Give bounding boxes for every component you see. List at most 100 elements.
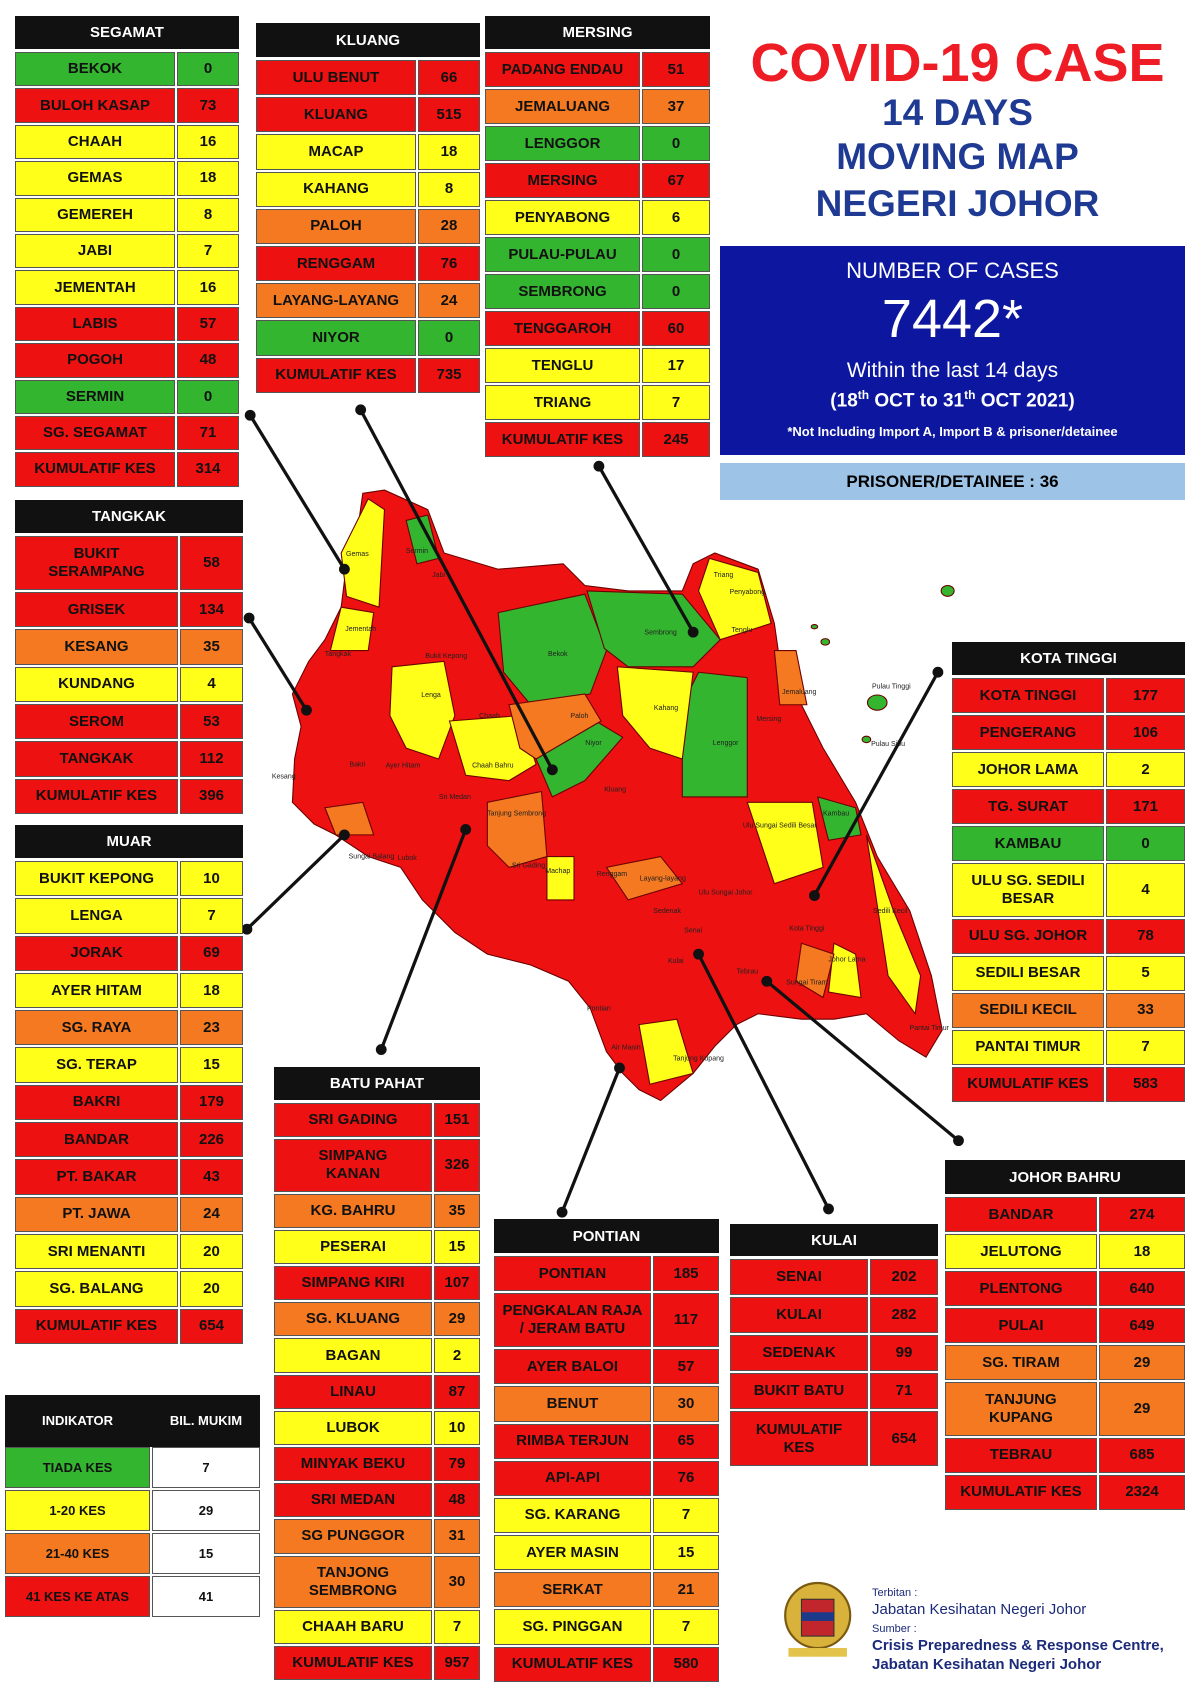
area-name: KUMULATIF KES [256, 357, 416, 393]
area-name: SRI MENANTI [15, 1233, 178, 1270]
area-name: TG. SURAT [952, 789, 1104, 824]
area-name: BANDAR [945, 1197, 1097, 1232]
legend-count: 29 [152, 1490, 260, 1531]
connector-dot [761, 975, 773, 987]
map-labels: Gemas Sermin Jabi Jementah Bukit Kepong Lenga… [272, 548, 950, 1062]
area-name: SG. RAYA [15, 1010, 178, 1046]
case-count: 0 [642, 237, 710, 272]
area-name: SIMPANG KANAN [274, 1139, 432, 1192]
connector-dot [244, 409, 256, 421]
case-count: 640 [1099, 1271, 1185, 1306]
map-label: Tangkak [325, 651, 352, 658]
legend-heading: INDIKATOR [41, 1413, 114, 1429]
summary-heading: NUMBER OF CASES [846, 258, 1059, 283]
map-label: Jabi [432, 572, 445, 579]
area-row: GEMAS 18 [15, 161, 239, 196]
case-count: 71 [870, 1373, 938, 1409]
area-row: PULAU-PULAU 0 [485, 237, 710, 272]
area-name: PANTAI TIMUR [952, 1029, 1104, 1065]
orange-area [795, 942, 835, 999]
total-row: KUMULATIF KES 654 [730, 1411, 938, 1467]
connector-line [765, 979, 960, 1142]
area-row: SG. KARANG 7 [494, 1497, 719, 1534]
area-row: SERKAT 21 [494, 1572, 719, 1608]
area-row: ULU SG. JOHOR 78 [952, 918, 1185, 954]
area-name: TANGKAK [15, 741, 178, 777]
connector-dot [241, 923, 253, 935]
green-area [681, 671, 748, 798]
area-name: PADANG ENDAU [485, 52, 640, 87]
map-label: Machap [545, 868, 570, 875]
area-name: TANJUNG KUPANG [945, 1382, 1097, 1436]
case-count: 2 [434, 1338, 480, 1373]
map-label: Tenglu [732, 627, 753, 634]
legend-header: INDIKATOR BIL. MUKIM [5, 1395, 260, 1447]
district-name: PONTIAN [494, 1219, 719, 1253]
case-count: 179 [180, 1084, 243, 1121]
yellow-area [827, 942, 862, 999]
case-count: 15 [653, 1535, 719, 1571]
area-row: BAGAN 2 [274, 1338, 480, 1373]
area-row: SG. RAYA 23 [15, 1010, 243, 1046]
map-label: Pontian [587, 1006, 611, 1013]
connector-dot [614, 1062, 625, 1074]
area-row: JEMALUANG 37 [485, 89, 710, 124]
case-count: 76 [653, 1460, 719, 1496]
subtitle-line: NEGERI JOHOR [815, 183, 1100, 224]
case-count: 24 [418, 283, 480, 319]
map-label: Sedili Kecil [873, 908, 908, 915]
case-count: 79 [434, 1446, 480, 1482]
map-label: Sungai Tiram [786, 979, 828, 986]
area-row: BUKIT BATU 71 [730, 1373, 938, 1409]
area-row: ULU BENUT 66 [256, 60, 480, 96]
case-count: 7 [177, 233, 239, 269]
area-row: PENGKALAN RAJA / JERAM BATU 117 [494, 1293, 719, 1348]
legend-count: 41 [152, 1576, 260, 1617]
case-count: 202 [870, 1259, 938, 1295]
prisoner-box: PRISONER/DETAINEE : 36 [720, 463, 1185, 500]
case-count: 24 [180, 1196, 243, 1232]
yellow-area [389, 660, 456, 760]
area-name: LENGA [15, 898, 178, 934]
case-count: 10 [434, 1410, 480, 1445]
area-row: LUBOK 10 [274, 1410, 480, 1445]
case-count: 30 [434, 1555, 480, 1609]
case-count: 20 [180, 1233, 243, 1270]
area-row: RIMBA TERJUN 65 [494, 1423, 719, 1459]
area-row: TENGGAROH 60 [485, 311, 710, 346]
area-row: KUNDANG 4 [15, 666, 243, 702]
case-count: 0 [1106, 826, 1185, 861]
legend-row: 21-40 KES 15 [5, 1533, 260, 1574]
case-count: 18 [1099, 1234, 1185, 1269]
case-count: 23 [180, 1010, 243, 1046]
case-count: 580 [653, 1646, 719, 1682]
map-label: Chaah Bahru [472, 763, 514, 770]
area-row: PT. BAKAR 43 [15, 1159, 243, 1195]
map-label: Paloh [570, 713, 588, 720]
total-row: KUMULATIF KES 957 [274, 1646, 480, 1681]
green-area [586, 590, 721, 668]
map-label: Sedenak [653, 908, 681, 915]
map-label: Sungai Balang [349, 854, 395, 861]
area-row: KESANG 35 [15, 629, 243, 665]
area-row: PESERAI 15 [274, 1229, 480, 1265]
map-label: Sembrong [644, 629, 677, 636]
area-name: PENYABONG [485, 200, 640, 235]
area-row: SEDENAK 99 [730, 1335, 938, 1371]
total-row: KUMULATIF KES 314 [15, 452, 239, 487]
area-row: BUKIT SERAMPANG 58 [15, 536, 243, 591]
case-count: 18 [180, 972, 243, 1009]
area-row: AYER HITAM 18 [15, 972, 243, 1009]
legend: INDIKATOR BIL. MUKIM TIADA KES 7 1-20 KES 29 2… [5, 1395, 260, 1619]
case-count: 0 [418, 320, 480, 356]
map-label: Tebrau [737, 969, 759, 976]
area-name: SRI GADING [274, 1103, 432, 1138]
area-name: CHAAH [15, 124, 175, 160]
date-part: OCT to 31 [869, 390, 965, 412]
area-row: PALOH 28 [256, 208, 480, 244]
case-count: 107 [434, 1266, 480, 1301]
area-name: KUMULATIF KES [15, 452, 175, 487]
connector-dot [546, 764, 558, 776]
area-name: MACAP [256, 134, 416, 170]
district-name: MUAR [15, 825, 243, 858]
